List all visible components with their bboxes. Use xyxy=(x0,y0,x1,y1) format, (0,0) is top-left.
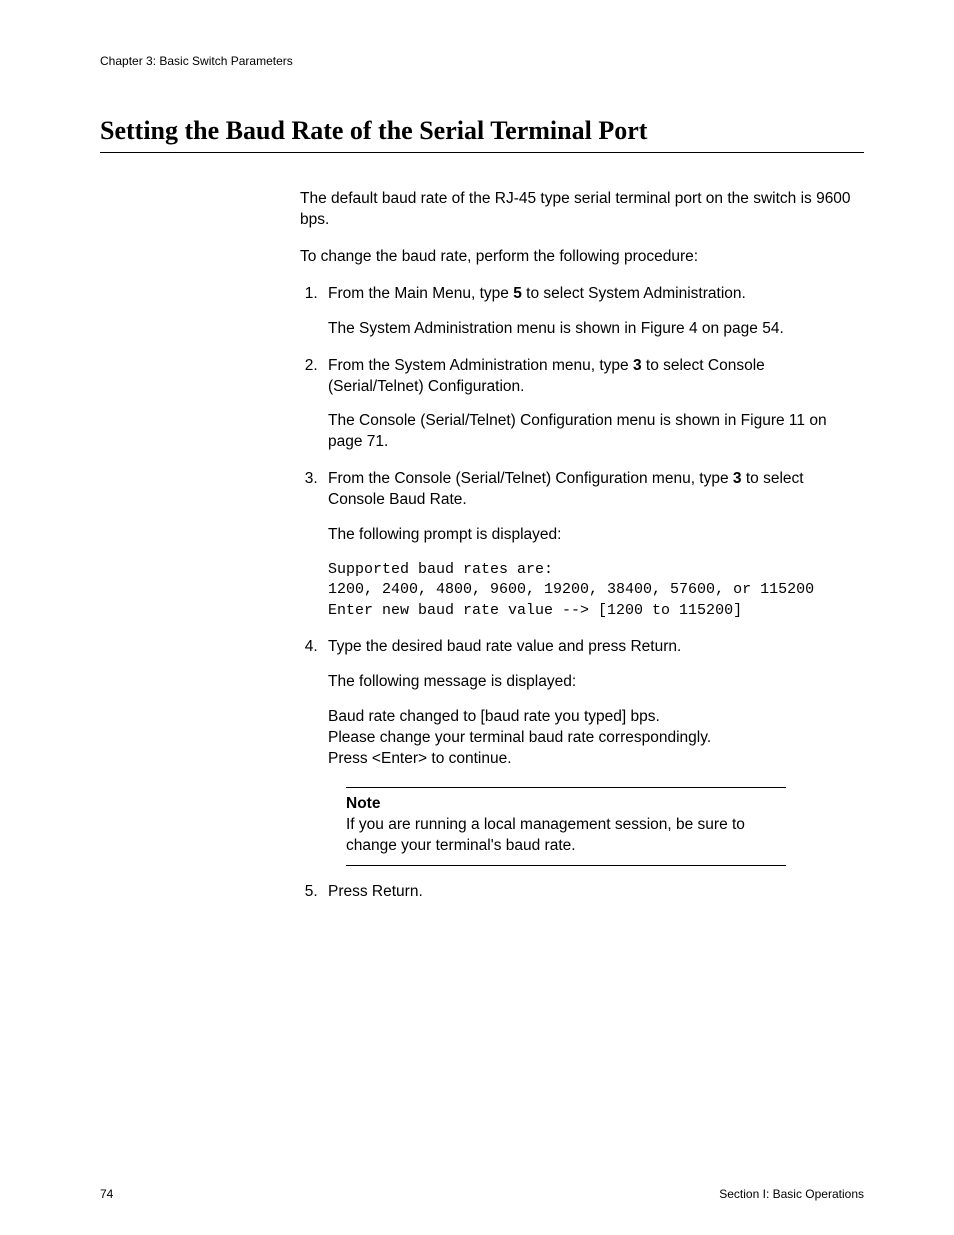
step-1-text-post: to select System Administration. xyxy=(522,285,746,302)
step-3-text-pre: From the Console (Serial/Telnet) Configu… xyxy=(328,470,733,487)
step-1-text-pre: From the Main Menu, type xyxy=(328,285,513,302)
step-3-sub: The following prompt is displayed: xyxy=(328,525,864,546)
step-4-text: Type the desired baud rate value and pre… xyxy=(328,638,681,655)
note-body: If you are running a local management se… xyxy=(346,816,745,854)
step-5: Press Return. xyxy=(322,882,864,903)
page-title: Setting the Baud Rate of the Serial Term… xyxy=(100,116,864,153)
step-3: From the Console (Serial/Telnet) Configu… xyxy=(322,469,864,621)
step-1-sub: The System Administration menu is shown … xyxy=(328,319,864,340)
chapter-label: Chapter 3: Basic Switch Parameters xyxy=(100,54,864,68)
section-label: Section I: Basic Operations xyxy=(719,1187,864,1201)
step-1-bold: 5 xyxy=(513,285,522,302)
intro-paragraph-2: To change the baud rate, perform the fol… xyxy=(300,247,864,268)
step-4: Type the desired baud rate value and pre… xyxy=(322,637,864,866)
content-body: The default baud rate of the RJ-45 type … xyxy=(300,189,864,903)
step-3-code: Supported baud rates are: 1200, 2400, 48… xyxy=(328,560,864,621)
step-2-text-pre: From the System Administration menu, typ… xyxy=(328,357,633,374)
step-2-bold: 3 xyxy=(633,357,642,374)
step-3-bold: 3 xyxy=(733,470,742,487)
procedure-steps: From the Main Menu, type 5 to select Sys… xyxy=(300,284,864,903)
step-1: From the Main Menu, type 5 to select Sys… xyxy=(322,284,864,340)
step-4-sub1: The following message is displayed: xyxy=(328,672,864,693)
note-label: Note xyxy=(346,795,380,812)
page-footer: 74 Section I: Basic Operations xyxy=(100,1187,864,1201)
note-box: Note If you are running a local manageme… xyxy=(346,787,786,866)
page-number: 74 xyxy=(100,1187,113,1201)
step-2-sub: The Console (Serial/Telnet) Configuratio… xyxy=(328,411,864,453)
step-5-text: Press Return. xyxy=(328,883,423,900)
step-2: From the System Administration menu, typ… xyxy=(322,356,864,454)
step-4-sub2: Baud rate changed to [baud rate you type… xyxy=(328,707,864,770)
intro-paragraph-1: The default baud rate of the RJ-45 type … xyxy=(300,189,864,231)
